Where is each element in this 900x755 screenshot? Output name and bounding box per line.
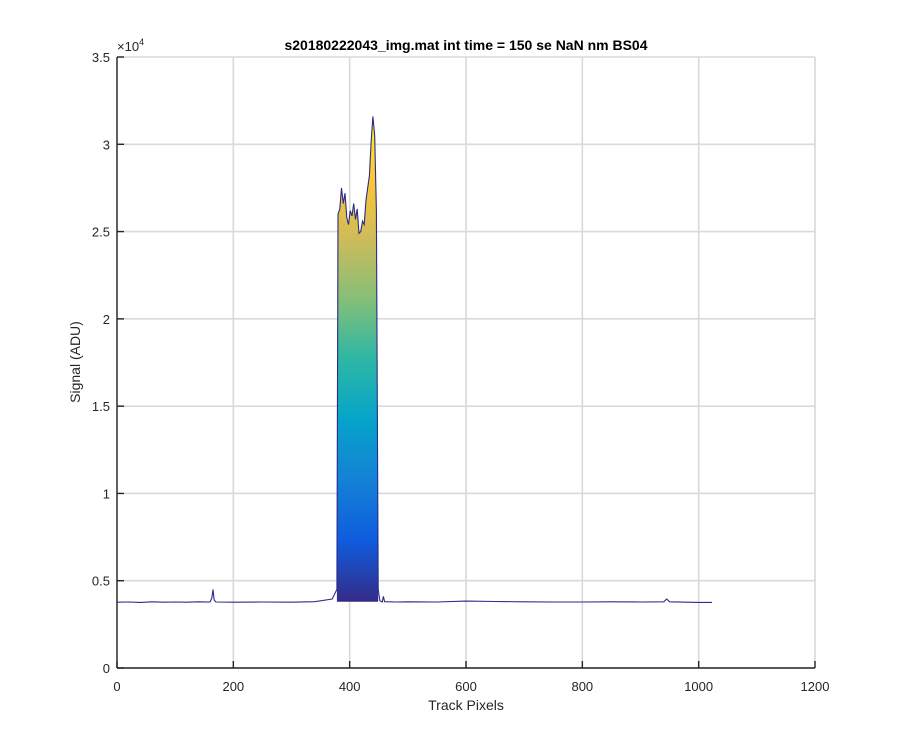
y-tick-label: 0 (103, 661, 110, 676)
grid-lines (116, 56, 816, 669)
chart-title: s20180222043_img.mat int time = 150 se N… (284, 37, 647, 53)
y-tick-label: 1 (103, 486, 110, 501)
x-tick-label: 600 (455, 679, 477, 694)
axes (116, 56, 816, 669)
x-tick-label: 0 (113, 679, 120, 694)
y-tick-label: 3.5 (92, 50, 110, 65)
y-axis-label: Signal (ADU) (67, 321, 83, 403)
y-tick-label: 0.5 (92, 574, 110, 589)
signal-trace-line (117, 116, 712, 603)
y-tick-label: 1.5 (92, 399, 110, 414)
data-layer (117, 116, 712, 603)
x-tick-label: 1200 (801, 679, 830, 694)
x-tick-label: 200 (222, 679, 244, 694)
y-tick-label: 3 (103, 137, 110, 152)
x-tick-label: 1000 (684, 679, 713, 694)
x-tick-label: 800 (571, 679, 593, 694)
y-tick-label: 2 (103, 312, 110, 327)
signal-peak-area (336, 116, 379, 602)
tick-labels: 0 200 400 600 800 1000 1200 0 0.5 1 1.5 2 2.5 3 3.5 (92, 50, 830, 694)
x-axis-label: Track Pixels (428, 697, 504, 713)
y-exponent-label: ×104 (117, 37, 144, 54)
x-tick-label: 400 (339, 679, 361, 694)
y-tick-label: 2.5 (92, 225, 110, 240)
